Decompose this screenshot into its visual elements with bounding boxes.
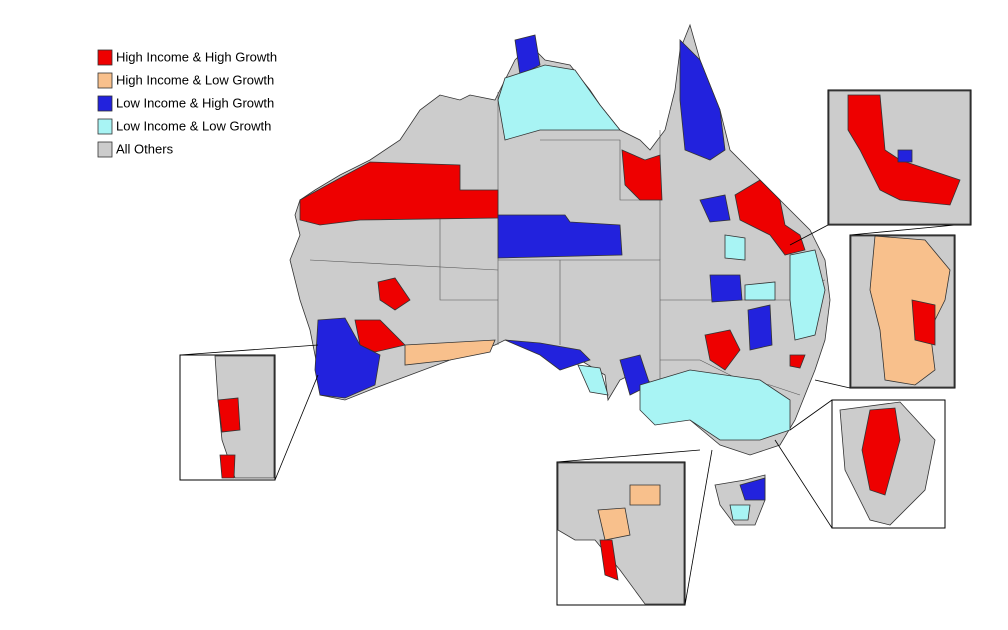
region <box>219 454 236 479</box>
legend-swatch <box>97 141 113 158</box>
region <box>217 397 241 433</box>
region <box>789 354 806 369</box>
inset-brisbane <box>789 89 972 246</box>
region <box>354 319 406 353</box>
region <box>789 249 826 341</box>
region <box>897 149 913 163</box>
pointer-line <box>774 439 833 529</box>
region <box>744 281 776 301</box>
inset-canberra <box>774 399 946 529</box>
region <box>704 329 741 371</box>
region <box>577 364 609 396</box>
region <box>514 34 541 76</box>
region <box>597 507 631 541</box>
region <box>734 179 806 256</box>
legend-label: High Income & High Growth <box>116 49 277 64</box>
region <box>504 339 591 371</box>
pointer-line <box>849 224 956 236</box>
region <box>377 277 411 311</box>
region <box>739 477 766 501</box>
region <box>747 304 773 351</box>
region <box>599 539 619 581</box>
region <box>404 339 496 366</box>
region <box>724 234 746 261</box>
pointer-line <box>789 399 833 431</box>
border <box>309 259 499 271</box>
region <box>699 194 731 223</box>
legend-swatch <box>97 95 113 112</box>
region <box>679 39 726 161</box>
region <box>709 274 743 303</box>
region <box>847 94 961 206</box>
map-regions <box>289 23 831 526</box>
region <box>729 504 751 521</box>
legend-swatch <box>97 72 113 89</box>
legend: High Income & High Growth High Income & L… <box>97 49 277 158</box>
region <box>911 299 936 346</box>
legend-label: Low Income & Low Growth <box>116 118 271 133</box>
pointer-line <box>556 449 701 463</box>
pointer-line <box>179 344 319 356</box>
region <box>299 161 499 226</box>
pointer-line <box>789 224 829 246</box>
region <box>861 407 901 496</box>
region <box>639 369 791 441</box>
inset-melbourne <box>556 449 713 606</box>
region <box>629 484 661 506</box>
pointer-line <box>814 379 851 389</box>
legend-label: All Others <box>116 141 174 156</box>
region <box>497 64 621 141</box>
inset-perth <box>179 344 319 481</box>
pointer-line <box>274 374 319 481</box>
inset-sydney <box>814 224 956 389</box>
region <box>497 214 623 259</box>
legend-swatch <box>97 118 113 135</box>
border <box>439 215 498 301</box>
legend-label: Low Income & High Growth <box>116 95 274 110</box>
legend-swatch <box>97 49 113 66</box>
region <box>621 149 663 201</box>
region <box>869 235 951 386</box>
pointer-line <box>684 449 713 606</box>
legend-label: High Income & Low Growth <box>116 72 274 87</box>
